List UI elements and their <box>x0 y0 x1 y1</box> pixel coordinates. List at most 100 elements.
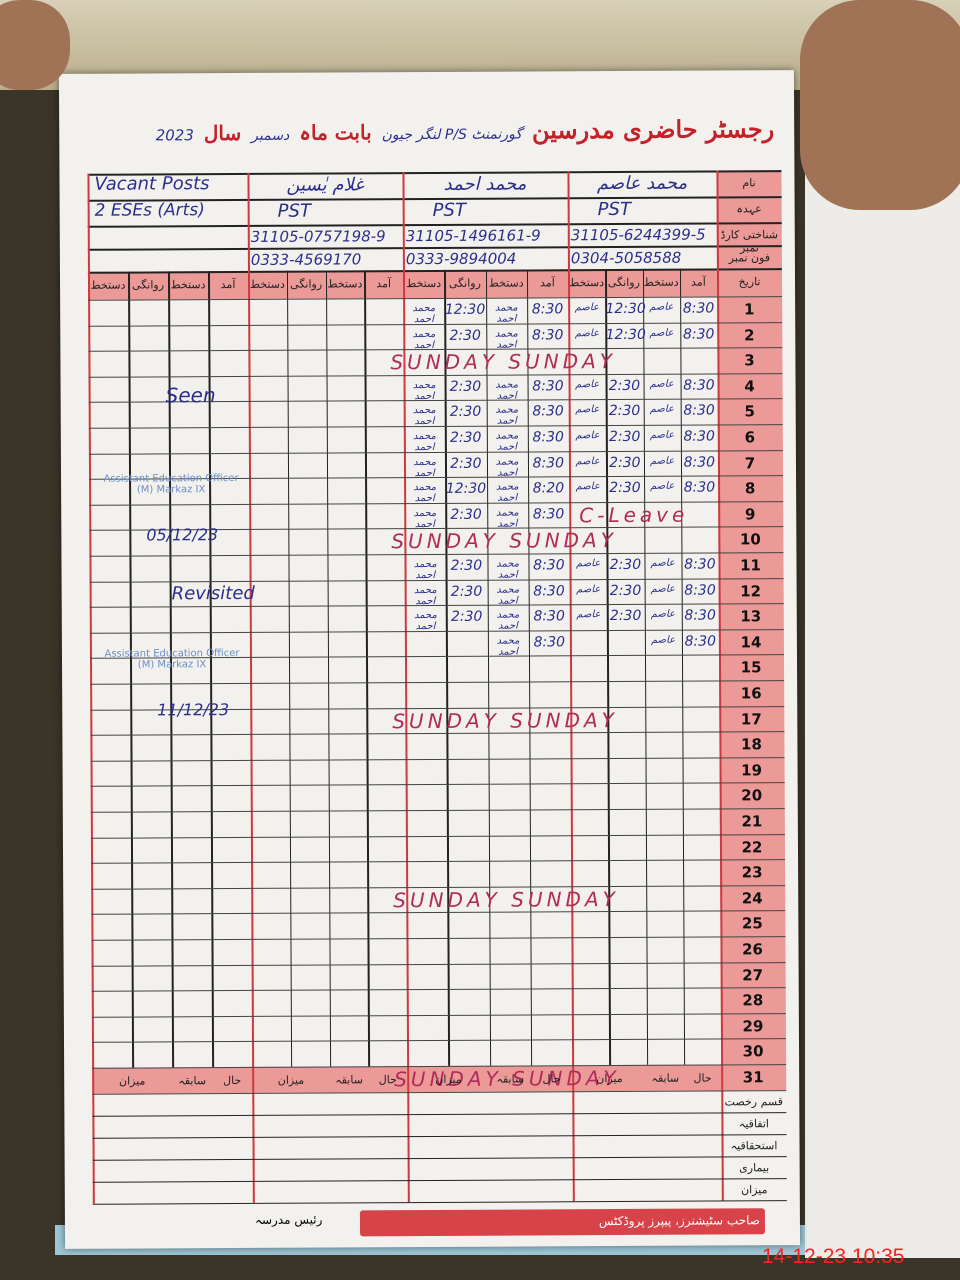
teacher-designation: PST <box>277 200 311 222</box>
date-number: 7 <box>744 453 756 472</box>
column-label: دستخط <box>90 278 126 292</box>
date-number: 11 <box>740 556 761 575</box>
column-label: دستخط <box>170 278 206 292</box>
row-label-phone: فون نمبر <box>728 251 771 265</box>
arrival-time: 8:30 <box>531 326 564 344</box>
teacher-cnic: 31105-1496161-9 <box>405 226 541 246</box>
summary-row-label: استحقاقیہ <box>730 1138 778 1153</box>
sunday-mark: SUNDAY SUNDAY <box>390 349 617 375</box>
departure-time: 2:30 <box>450 583 483 600</box>
departure-time: 2:30 <box>608 428 641 446</box>
arrival-time: 8:30 <box>683 428 715 445</box>
teacher-phone: 0304-5058588 <box>570 248 682 268</box>
block-divider <box>567 171 575 1201</box>
date-number: 22 <box>741 837 763 856</box>
revisited-note: Revisited <box>171 582 255 605</box>
summary-line <box>92 1133 787 1139</box>
departure-time: 2:30 <box>450 608 483 626</box>
date-number: 17 <box>740 709 762 728</box>
row-line <box>91 987 786 992</box>
row-line <box>91 859 786 864</box>
date-number: 2 <box>744 325 755 344</box>
summary-col-label: سابقہ <box>178 1074 207 1088</box>
teacher-cnic: 31105-0757198-9 <box>250 227 386 246</box>
signature: محمد احمد <box>495 379 519 402</box>
arrival-time: 8:30 <box>683 479 716 496</box>
row-line <box>91 961 786 967</box>
signature: محمد احمد <box>495 430 519 453</box>
summary-row-label: قسم رخصت <box>724 1094 784 1109</box>
signature: محمد احمد <box>494 328 518 351</box>
signature: محمد احمد <box>412 302 436 326</box>
arrival-time: 8:30 <box>532 429 564 446</box>
signature: عاصم <box>576 558 601 570</box>
arrival-time: 8:30 <box>532 403 564 420</box>
teacher-phone: 0333-9894004 <box>405 249 517 269</box>
headmaster-label: رئیس مدرسہ <box>254 1212 323 1227</box>
departure-time: 12:30 <box>444 301 486 318</box>
row-line <box>91 936 786 941</box>
officer-stamp-2: Assistant Education Officer (M) Markaz I… <box>104 647 240 671</box>
leave-note: C-Leave <box>579 502 689 528</box>
thumb-left <box>0 0 70 90</box>
summary-col-label: حال <box>542 1072 561 1086</box>
date-number: 25 <box>741 914 763 933</box>
signature: عاصم <box>575 481 600 493</box>
date-number: 26 <box>742 940 764 959</box>
column-label: آمد <box>690 275 706 289</box>
title-row: رجسٹر حاضری مدرسین گورنمنٹ P/S لنگر جیون… <box>69 114 775 147</box>
block-divider <box>87 173 95 1204</box>
signature: محمد احمد <box>412 328 436 351</box>
signature: محمد احمد <box>495 404 519 428</box>
signature: محمد احمد <box>496 584 520 607</box>
arrival-time: 8:30 <box>533 608 565 625</box>
column-label: روانگی <box>132 278 165 292</box>
date-number: 21 <box>741 812 763 831</box>
signature: محمد احمد <box>413 610 437 633</box>
signature: عاصم <box>575 455 600 467</box>
signature: محمد احمد <box>413 482 437 505</box>
departure-time: 12:30 <box>445 480 487 498</box>
teacher-name: محمد احمد <box>443 173 527 195</box>
row-label-name: نام <box>742 176 756 190</box>
departure-time: 2:30 <box>450 557 483 574</box>
signature: محمد احمد <box>496 635 520 658</box>
summary-line <box>92 1111 787 1117</box>
column-label: آمد <box>376 277 392 291</box>
signature: عاصم <box>575 430 600 442</box>
summary-col-label: حال <box>223 1073 242 1088</box>
date-number: 6 <box>744 428 756 447</box>
month-value: دسمبر <box>251 127 290 144</box>
printer-banner: صاحب سٹیشنرز، پیپرز پروڈکٹس <box>359 1208 766 1237</box>
date-number: 1 <box>743 300 755 319</box>
column-line <box>286 270 293 1067</box>
date-label: تاریخ <box>738 275 761 289</box>
row-label-designation: عہدہ <box>736 202 762 216</box>
arrival-time: 8:30 <box>531 301 564 318</box>
departure-time: 2:30 <box>449 429 482 446</box>
sunday-mark: SUNDAY SUNDAY <box>391 528 617 554</box>
departure-time: 2:30 <box>609 582 642 599</box>
date-number: 20 <box>741 786 763 805</box>
photo-timestamp: 14-12-23 10:35 <box>762 1245 905 1268</box>
departure-time: 2:30 <box>609 556 642 574</box>
row-line <box>90 833 785 839</box>
arrival-time: 8:30 <box>682 326 715 343</box>
arrival-time: 8:30 <box>683 454 716 471</box>
signature: عاصم <box>649 327 674 339</box>
date-number: 29 <box>742 1017 764 1036</box>
column-label: دستخط <box>569 276 605 290</box>
next-page <box>805 78 960 1258</box>
column-line <box>364 270 370 1067</box>
arrival-time: 8:30 <box>533 557 565 574</box>
signature: محمد احمد <box>413 507 437 530</box>
summary-col-label: سابقہ <box>335 1073 363 1087</box>
date-number: 5 <box>744 402 755 421</box>
signature: عاصم <box>650 608 675 621</box>
date-number: 9 <box>744 505 756 524</box>
summary-col-label: میزان <box>435 1072 462 1086</box>
signature: محمد احمد <box>495 481 519 504</box>
row-line <box>90 680 785 685</box>
date-number: 10 <box>739 530 761 549</box>
register-page: رجسٹر حاضری مدرسین گورنمنٹ P/S لنگر جیون… <box>58 70 801 1249</box>
